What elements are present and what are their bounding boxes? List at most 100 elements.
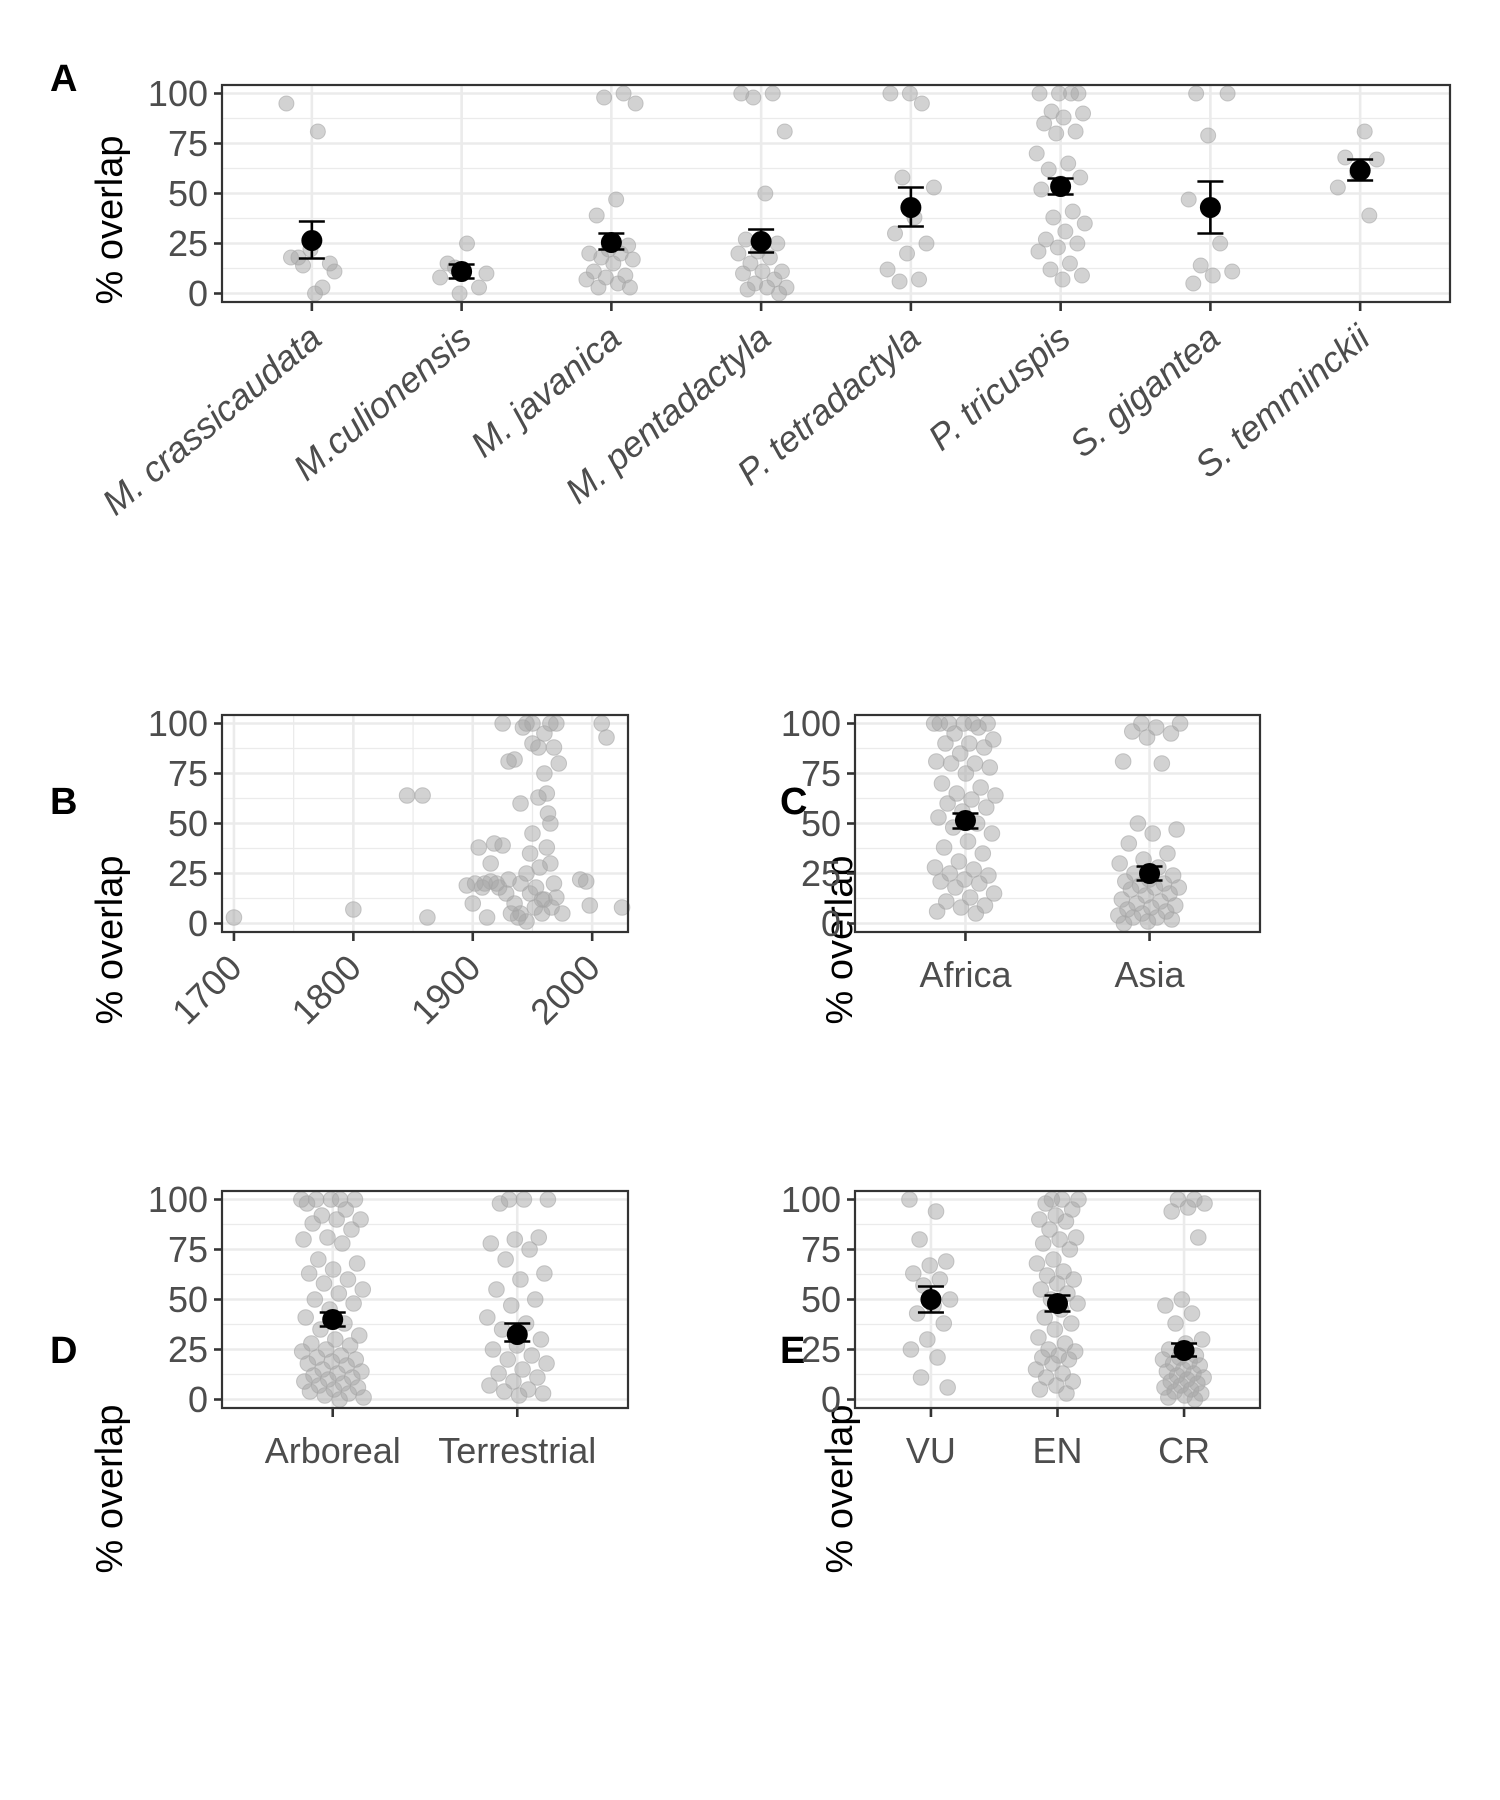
panel-c-data-point — [1123, 723, 1141, 740]
panel-e-data-point — [1045, 1251, 1062, 1268]
panel-d-data-point — [298, 1195, 316, 1212]
panel-d-data-point — [515, 1191, 533, 1208]
panel-c-data-point — [930, 809, 947, 826]
panel-d-data-point — [310, 1251, 327, 1268]
panel-b-data-point — [548, 715, 565, 732]
panel-a-data-point — [1037, 231, 1054, 248]
panel-c-data-point — [1139, 913, 1157, 930]
panel-b-y-tick-label: 100 — [148, 703, 208, 744]
panel-b-y-axis-label: % overlap — [89, 856, 131, 1025]
panel-d-data-point — [502, 1297, 520, 1314]
panel-a-data-point — [891, 273, 908, 290]
panel-d-data-point — [529, 1369, 546, 1386]
panel-c-data-point — [937, 735, 954, 752]
panel-c-data-point — [972, 779, 989, 796]
panel-c-data-point — [971, 875, 988, 892]
panel-d-data-point — [532, 1331, 550, 1348]
panel-d-data-point — [348, 1255, 366, 1272]
panel-a-mean-point — [1199, 197, 1221, 218]
panel-e-data-point — [1048, 1275, 1066, 1292]
panel-a-data-point — [882, 85, 899, 102]
panel-b-data-point — [398, 787, 416, 804]
panel-e-data-point — [941, 1291, 959, 1308]
panel-a-data-point — [278, 95, 295, 112]
panel-d-y-tick-label: 75 — [168, 1229, 208, 1270]
panel-e-data-point — [1193, 1331, 1211, 1348]
panel-a-data-point — [1069, 235, 1086, 252]
panel-e-data-point — [1186, 1391, 1204, 1408]
panel-c-data-point — [928, 753, 945, 770]
panel-a-data-point — [459, 235, 476, 252]
panel-e-data-point — [935, 1315, 953, 1332]
panel-b-y-tick-label: 25 — [168, 853, 208, 894]
panel-e-data-point — [1037, 1195, 1054, 1212]
panel-c-data-point — [1114, 753, 1132, 770]
panel-b-data-point — [613, 899, 631, 916]
panel-e-data-point — [902, 1341, 920, 1358]
panel-c-data-point — [981, 759, 999, 776]
panel-d-data-point — [319, 1229, 336, 1246]
panel-a-y-tick-label: 25 — [168, 223, 208, 264]
panel-a-data-point — [1212, 235, 1229, 252]
panel-a-data-point — [769, 235, 786, 252]
panel-a-data-point — [1030, 243, 1047, 260]
panel-a-data-point — [605, 255, 622, 272]
panel-e-data-point — [1061, 1241, 1079, 1258]
panel-d-data-point — [490, 1365, 507, 1382]
panel-d-data-point — [514, 1361, 531, 1378]
panel-c-data-point — [933, 775, 951, 792]
panel-d-data-point — [333, 1235, 351, 1252]
panel-a-data-point — [925, 179, 942, 196]
panel-a-y-tick-label: 75 — [168, 123, 208, 164]
panel-b-data-point — [554, 905, 571, 922]
panel-b-data-point — [524, 825, 541, 842]
panel-e-data-point — [1034, 1235, 1052, 1252]
panel-c-data-point — [1138, 729, 1156, 746]
panel-a-data-point — [1061, 255, 1078, 272]
panel-a-data-point — [1329, 179, 1346, 196]
panel-d-data-point — [510, 1387, 528, 1404]
panel-a-data-point — [757, 185, 774, 202]
panel-a-y-tick-label: 50 — [168, 173, 208, 214]
panel-a-data-point — [887, 225, 904, 242]
panel-e-data-point — [1183, 1305, 1201, 1322]
panel-d-data-point — [484, 1341, 502, 1358]
panel-d-data-point — [482, 1235, 500, 1252]
panel-a-data-point — [1036, 115, 1053, 132]
panel-d-data-point — [538, 1355, 555, 1372]
panel-b-data-point — [545, 739, 563, 756]
panel-e-data-point — [1189, 1229, 1207, 1246]
panel-b-data-point — [521, 845, 539, 862]
panel-d-data-point — [534, 1385, 552, 1402]
panel-e-data-point — [1031, 1381, 1049, 1398]
panel-e-data-point — [1060, 1351, 1078, 1368]
panel-a-data-point — [879, 261, 896, 278]
panel-c-data-point — [950, 853, 968, 870]
panel-e-data-point — [1173, 1291, 1191, 1308]
panel-b-data-point — [478, 909, 496, 926]
panel-e-data-point — [911, 1231, 928, 1248]
panel-a-mean-point — [900, 197, 922, 218]
panel-e-x-tick-label: EN — [1032, 1430, 1082, 1471]
panel-e-data-point — [937, 1253, 955, 1270]
panel-d-data-point — [297, 1309, 314, 1326]
panel-a-data-point — [1033, 181, 1050, 198]
panel-b-data-point — [545, 875, 563, 892]
panel-a-mean-point — [1349, 160, 1371, 181]
panel-d-data-point — [354, 1281, 372, 1298]
panel-e-data-point — [1028, 1255, 1046, 1272]
panel-d-data-point — [526, 1291, 544, 1308]
panel-a-data-point — [471, 279, 488, 296]
panel-c-x-tick-label: Africa — [919, 954, 1012, 995]
panel-d-data-point — [301, 1383, 319, 1400]
panel-e-mean-point — [1173, 1340, 1195, 1361]
panel-b-data-point — [542, 815, 559, 832]
panel-c-data-point — [1111, 855, 1128, 872]
panel-d-y-tick-label: 100 — [148, 1179, 208, 1220]
panel-d-data-point — [355, 1389, 372, 1406]
panel-c-data-point — [932, 873, 949, 890]
panel-a-data-point — [1055, 109, 1072, 126]
panel-b-data-point — [550, 755, 568, 772]
panel-d-mean-point — [506, 1324, 528, 1345]
panel-c-mean-point — [954, 810, 976, 831]
